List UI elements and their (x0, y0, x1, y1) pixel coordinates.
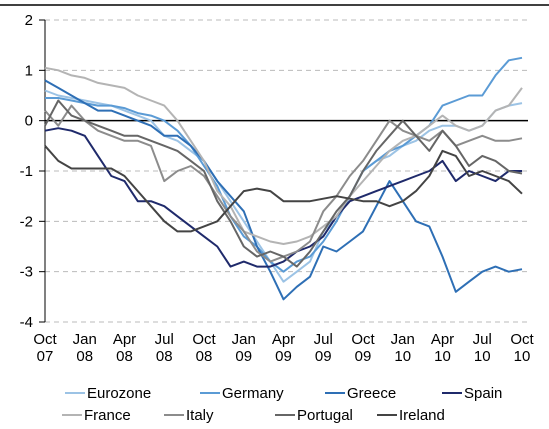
x-tick-label: Jul 10 (473, 331, 492, 365)
series-line (44, 145, 523, 233)
x-tick-label: Apr 08 (113, 331, 136, 365)
legend-label: Greece (347, 385, 396, 402)
x-tick-label: Oct 08 (192, 331, 216, 365)
legend-label: Italy (186, 407, 214, 424)
x-tick-label: Jan 10 (391, 331, 415, 365)
legend-label: France (84, 407, 131, 424)
x-tick-label: Oct 09 (351, 331, 375, 365)
y-tick-label: 2 (25, 12, 33, 29)
x-tick-label: Jan 09 (232, 331, 256, 365)
x-tick-label: Apr 10 (431, 331, 454, 365)
series-line (44, 66, 523, 245)
y-tick-label: 0 (25, 113, 33, 130)
y-tick-label: -3 (20, 264, 33, 281)
legend-label: Ireland (399, 407, 445, 424)
y-tick-label: 1 (25, 62, 33, 79)
legend-label: Germany (222, 385, 284, 402)
series-line (44, 127, 522, 268)
series-line (44, 104, 523, 263)
x-tick-label: Jul 08 (155, 331, 174, 365)
x-tick-label: Apr 09 (272, 331, 295, 365)
series-line (45, 56, 523, 273)
x-tick-label: Oct 10 (510, 331, 534, 365)
legend-label: Eurozone (87, 385, 151, 402)
legend-label: Spain (464, 385, 502, 402)
y-tick-label: -2 (20, 213, 33, 230)
x-tick-label: Oct 07 (33, 331, 57, 365)
series-line (44, 79, 523, 301)
series-line (44, 89, 523, 283)
y-tick-label: -4 (20, 314, 33, 331)
legend-label: Portugal (297, 407, 353, 424)
series-line (44, 99, 523, 268)
x-tick-label: Jul 09 (314, 331, 333, 365)
y-tick-label: -1 (20, 163, 33, 180)
x-tick-label: Jan 08 (73, 331, 97, 365)
